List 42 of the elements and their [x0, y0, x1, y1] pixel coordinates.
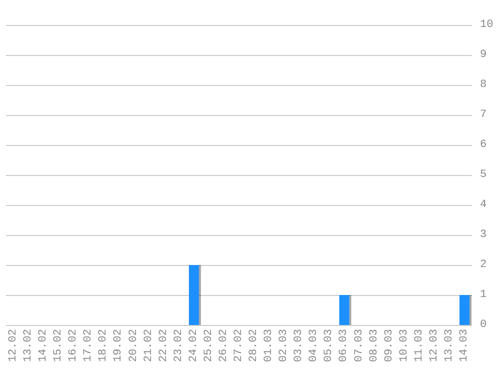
- x-tick-label: 07.03: [353, 329, 366, 362]
- y-tick-label: 10: [480, 19, 494, 31]
- x-tick-label: 08.03: [368, 329, 380, 362]
- x-tick-label: 14.02: [38, 329, 50, 362]
- y-tick-label: 7: [480, 109, 487, 121]
- x-tick-label: 24.02: [188, 329, 200, 362]
- y-tick-label: 8: [480, 79, 487, 91]
- x-tick-label: 13.03: [443, 329, 456, 362]
- y-tick-label: 6: [480, 139, 487, 151]
- x-tick-label: 18.02: [98, 329, 110, 362]
- x-tick-label: 28.02: [248, 329, 260, 362]
- x-tick-label: 21.02: [142, 329, 155, 362]
- x-tick-label: 01.03: [263, 329, 276, 362]
- y-tick-label: 0: [480, 319, 487, 331]
- y-tick-label: 9: [480, 49, 487, 61]
- x-tick-label: 17.02: [82, 329, 95, 362]
- x-tick-label: 06.03: [338, 329, 350, 362]
- x-tick-label: 02.03: [278, 329, 290, 362]
- x-tick-label: 12.02: [8, 329, 20, 362]
- x-tick-label: 26.02: [218, 329, 230, 362]
- x-tick-label: 14.03: [458, 329, 470, 362]
- y-tick-label: 4: [480, 199, 487, 211]
- x-tick-label: 13.02: [22, 329, 35, 362]
- x-tick-label: 15.02: [52, 329, 65, 362]
- x-tick-label: 27.02: [233, 329, 245, 362]
- y-tick-label: 1: [480, 289, 487, 301]
- x-tick-label: 11.03: [413, 329, 426, 362]
- y-tick-label: 3: [480, 229, 487, 241]
- y-tick-label: 5: [480, 169, 487, 181]
- x-tick-label: 10.03: [398, 329, 410, 362]
- x-tick-label: 12.03: [428, 329, 440, 362]
- x-tick-label: 05.03: [323, 329, 336, 362]
- x-tick-label: 22.02: [158, 329, 170, 362]
- x-tick-label: 20.02: [128, 329, 140, 362]
- x-tick-label: 03.03: [293, 329, 306, 362]
- x-tick-label: 04.03: [308, 329, 320, 362]
- x-tick-label: 25.02: [202, 329, 215, 362]
- x-tick-label: 09.03: [383, 329, 396, 362]
- x-tick-label: 23.02: [172, 329, 185, 362]
- y-tick-label: 2: [480, 259, 487, 271]
- x-tick-label: 16.02: [68, 329, 80, 362]
- x-tick-label: 19.02: [112, 329, 125, 362]
